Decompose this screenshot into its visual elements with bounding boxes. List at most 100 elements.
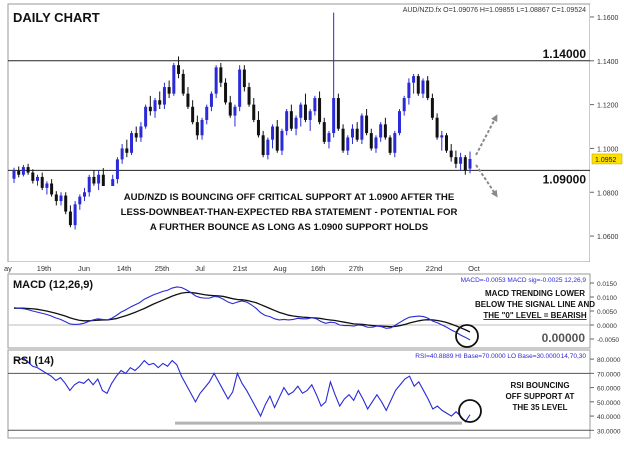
candle-body: [407, 82, 411, 99]
candle: [186, 87, 190, 109]
candle: [285, 108, 289, 136]
rsi-readout-params: 14,70,30: [561, 353, 587, 360]
rsi-annotation-line-3: THE 35 LEVEL: [512, 403, 567, 412]
candle-body: [92, 176, 96, 184]
price-y-tick-label: 1.0600: [597, 234, 619, 241]
candle-body: [130, 133, 134, 153]
candle-body: [421, 80, 425, 94]
candle: [50, 179, 54, 197]
candle-body: [346, 137, 350, 151]
candle: [120, 144, 124, 164]
candle-body: [412, 76, 416, 83]
candle-body: [181, 73, 185, 94]
candle: [200, 117, 204, 140]
candle: [271, 124, 275, 149]
candle: [153, 98, 157, 118]
candle: [383, 117, 387, 140]
candle-body: [426, 80, 430, 99]
candle: [355, 122, 359, 142]
candle: [379, 122, 383, 142]
candle: [219, 62, 223, 88]
candle-body: [195, 122, 199, 136]
candle: [360, 113, 364, 145]
x-axis-label: 21st: [233, 264, 248, 273]
candle-body: [64, 195, 68, 212]
bearish-scenario-arrow: [475, 164, 498, 198]
candle-body: [162, 87, 166, 105]
candle: [341, 124, 345, 153]
candle-body: [191, 106, 195, 123]
candle: [177, 56, 181, 79]
candle: [416, 73, 420, 96]
candle-body: [83, 192, 87, 197]
candle-body: [209, 93, 213, 107]
rsi-annotation-line-2: OFF SUPPORT AT: [506, 392, 575, 401]
candlestick-series: [12, 12, 472, 230]
candle-body: [416, 76, 420, 94]
candle-body: [45, 183, 49, 188]
candle: [195, 115, 199, 140]
ohlc-readout: AUD/NZD.fx O=1.09076 H=1.09855 L=1.08867…: [403, 7, 586, 14]
x-axis-label: 25th: [155, 264, 170, 273]
candle-body: [59, 195, 63, 202]
macd-title: MACD (12,26,9): [13, 279, 93, 291]
candle: [449, 144, 453, 162]
price-annotation-line: AUD/NZD IS BOUNCING OFF CRITICAL SUPPORT…: [124, 192, 455, 203]
candle-body: [252, 104, 256, 120]
candle-body: [73, 204, 77, 226]
x-axis-label: 22nd: [426, 264, 443, 273]
candle: [224, 78, 228, 105]
candle: [148, 95, 152, 116]
candle-body: [383, 124, 387, 138]
candle-body: [256, 119, 260, 136]
candle: [421, 78, 425, 99]
resistance-label: 1.14000: [543, 47, 587, 61]
candle: [125, 139, 129, 158]
candle: [83, 187, 87, 202]
candle: [167, 80, 171, 99]
candle: [412, 73, 416, 94]
support-label: 1.09000: [543, 172, 587, 186]
price-y-tick-label: 1.1200: [597, 103, 619, 110]
candle: [346, 135, 350, 156]
candle: [144, 104, 148, 129]
rsi-series: [13, 357, 471, 425]
candle-body: [228, 102, 232, 116]
x-axis-label: 16th: [311, 264, 326, 273]
price-annotation-line: A FURTHER BOUNCE AS LONG AS 1.0900 SUPPO…: [150, 222, 429, 233]
candle-body: [294, 117, 298, 129]
macd-y-tick-label: 0.0150: [597, 281, 617, 288]
candle-body: [393, 133, 397, 153]
candle: [289, 104, 293, 131]
candle-body: [125, 148, 129, 153]
candle-body: [158, 100, 162, 105]
candle-body: [402, 98, 406, 112]
candle-body: [97, 174, 101, 184]
candle-body: [440, 135, 444, 138]
candle: [31, 169, 35, 184]
chart-title: DAILY CHART: [13, 10, 100, 25]
candle-body: [318, 98, 322, 123]
candle: [45, 181, 49, 195]
candle: [158, 91, 162, 109]
candle: [228, 95, 232, 118]
price-y-tick-label: 1.1400: [597, 59, 619, 66]
candle-body: [78, 196, 82, 205]
candle: [205, 104, 209, 125]
candle: [336, 93, 340, 131]
macd-y-tick-label: 0.0050: [597, 309, 617, 316]
candle-body: [308, 111, 312, 120]
candle: [214, 65, 218, 99]
macd-series: [13, 286, 471, 341]
date-x-axis: ay 19th Jun 14th 25th Jul 21st Aug 16th 27th Sep 22…: [0, 262, 624, 274]
candle: [430, 93, 434, 120]
x-axis-label: Jun: [78, 264, 90, 273]
macd-panel-frame: [7, 273, 591, 349]
rsi-panel-frame: [7, 349, 591, 439]
candle: [435, 113, 439, 140]
candle: [275, 119, 279, 153]
candle: [92, 170, 96, 186]
candle-body: [360, 115, 364, 140]
x-axis-label: Jul: [195, 264, 205, 273]
